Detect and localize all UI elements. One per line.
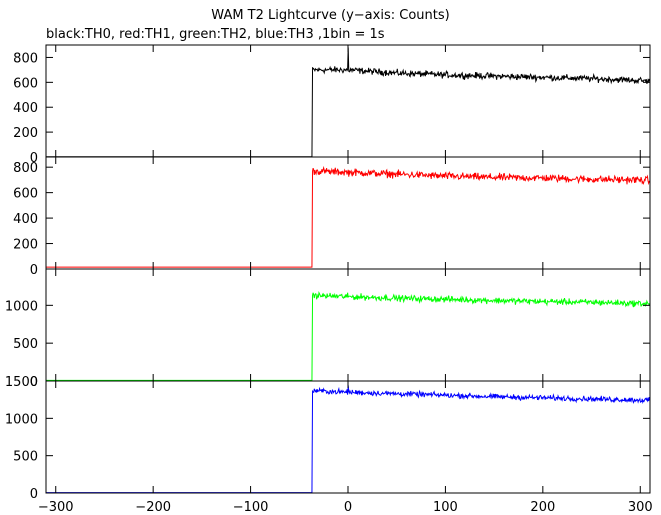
series-line-th3 (46, 385, 651, 494)
y-tick-label: 1000 (5, 299, 38, 314)
panel-frame-2 (45, 268, 651, 382)
y-tick-label: 200 (13, 238, 38, 253)
y-tick-label: 600 (13, 187, 38, 202)
y-tick-label: 400 (13, 212, 38, 227)
series-line-th2 (46, 291, 651, 381)
y-tick-label: 0 (30, 487, 38, 502)
y-tick-label: 0 (30, 263, 38, 278)
y-tick-label: 500 (13, 337, 38, 352)
y-tick-label: 800 (13, 161, 38, 176)
y-tick-label: 400 (13, 101, 38, 116)
y-tick-label: 600 (13, 76, 38, 91)
y-tick-label: 1000 (5, 412, 38, 427)
x-tick-label: −100 (233, 500, 269, 515)
x-tick-label: 0 (344, 500, 352, 515)
y-tick-label: 800 (13, 51, 38, 66)
y-tick-label: 0 (30, 375, 38, 390)
x-tick-label: −200 (135, 500, 171, 515)
y-tick-label: 200 (13, 126, 38, 141)
chart-subtitle: black:TH0, red:TH1, green:TH2, blue:TH3 … (46, 27, 385, 42)
x-tick-label: 300 (628, 500, 653, 515)
y-tick-label: 0 (30, 151, 38, 166)
x-tick-label: −300 (38, 500, 74, 515)
chart-title: WAM T2 Lightcurve (y−axis: Counts) (211, 8, 450, 23)
series-line-th0 (46, 47, 651, 158)
y-tick-label: 1500 (5, 375, 38, 390)
y-tick-label: 500 (13, 450, 38, 465)
series-line-th1 (46, 165, 651, 268)
panel-frame-1 (45, 156, 651, 270)
x-tick-label: 100 (433, 500, 458, 515)
x-tick-label: 200 (530, 500, 555, 515)
